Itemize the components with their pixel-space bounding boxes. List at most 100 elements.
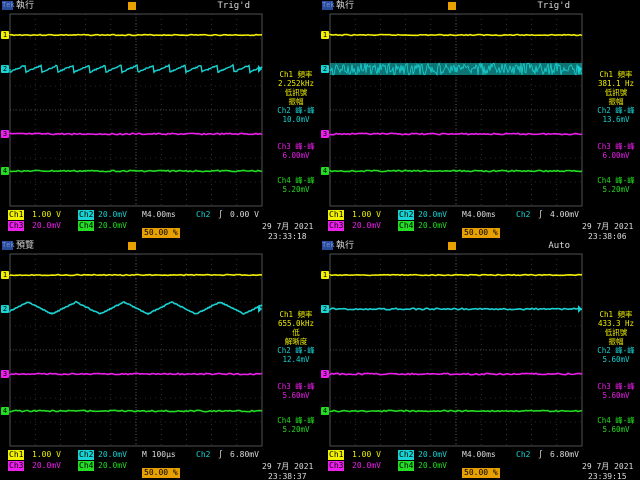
acquisition-mode: 執行 bbox=[16, 1, 35, 11]
measurement-note: 低訊號 bbox=[284, 88, 308, 97]
scope-top-bar: Tek 預覽 bbox=[0, 240, 320, 252]
trigger-level: 0.00 V bbox=[230, 210, 259, 219]
measurement-label: Ch2 峰-峰 bbox=[277, 106, 315, 115]
ch2-label: Ch2 bbox=[78, 450, 95, 460]
graticule bbox=[9, 13, 263, 207]
measurement-label: Ch3 峰-峰 bbox=[597, 382, 635, 391]
measurement-note: 低 bbox=[292, 328, 300, 337]
measurement-label: Ch1 頻率 bbox=[279, 70, 313, 79]
ch1-label: Ch1 bbox=[8, 450, 25, 460]
trigger-source: Ch2 bbox=[196, 450, 211, 459]
ch1-scale: 1.00 V bbox=[352, 450, 381, 459]
ch3-ground-marker: 3 bbox=[1, 130, 9, 138]
graticule bbox=[329, 253, 583, 447]
ch2-measurement: Ch2 峰-峰 12.4mV bbox=[272, 346, 320, 364]
ch1-trace bbox=[329, 273, 583, 277]
scope-panel: Tek 執行 Trig'd 1 2 3 4 Ch1 頻率 381.1 Hz 低訊… bbox=[320, 0, 640, 240]
acquisition-mode: 執行 bbox=[336, 241, 355, 251]
ch1-measurement: Ch1 頻率 655.0kHz 低 解晰度 bbox=[272, 310, 320, 346]
timebase: M4.00ms bbox=[462, 450, 496, 459]
ch2-label: Ch2 bbox=[78, 210, 95, 220]
acquisition-mode: 預覽 bbox=[16, 241, 35, 251]
trigger-level: 4.00mV bbox=[550, 210, 579, 219]
trigger-position-marker bbox=[128, 2, 136, 10]
ch3-scale: 20.0mV bbox=[352, 461, 381, 470]
ch4-ground-marker: 4 bbox=[1, 167, 9, 175]
trigger-slope-icon: ∫ bbox=[218, 210, 223, 219]
measurement-label: Ch3 峰-峰 bbox=[597, 142, 635, 151]
ch3-trace bbox=[329, 372, 583, 376]
measurement-label: Ch2 峰-峰 bbox=[277, 346, 315, 355]
measurement-value: 6.00mV bbox=[282, 151, 310, 160]
ch2-measurement: Ch2 峰-峰 13.6mV bbox=[592, 106, 640, 124]
ch4-scale: 20.0mV bbox=[98, 461, 127, 470]
measurement-label: Ch1 頻率 bbox=[599, 310, 633, 319]
ch4-trace bbox=[329, 169, 583, 173]
ch3-scale: 20.0mV bbox=[352, 221, 381, 230]
measurement-value: 10.0mV bbox=[282, 115, 310, 124]
acquisition-mode: 執行 bbox=[336, 1, 355, 11]
ch1-trace bbox=[329, 33, 583, 37]
ch2-label: Ch2 bbox=[398, 210, 415, 220]
measurement-note: 振幅 bbox=[608, 337, 624, 346]
tek-logo: Tek bbox=[322, 1, 335, 10]
graticule bbox=[329, 13, 583, 207]
measurement-label: Ch2 峰-峰 bbox=[597, 346, 635, 355]
ch2-scale: 20.0mV bbox=[98, 450, 127, 459]
measurement-note: 解晰度 bbox=[284, 337, 308, 346]
ch2-noise bbox=[329, 61, 583, 76]
trigger-source: Ch2 bbox=[516, 210, 531, 219]
trigger-source: Ch2 bbox=[516, 450, 531, 459]
status-bar: Ch1 1.00 V Ch2 20.0mV M4.00ms Ch2 ∫ 6.80… bbox=[320, 448, 640, 480]
ch1-label: Ch1 bbox=[328, 450, 345, 460]
ch1-ground-marker: 1 bbox=[321, 271, 329, 279]
measurement-label: Ch1 頻率 bbox=[599, 70, 633, 79]
ch4-label: Ch4 bbox=[78, 221, 95, 231]
trigger-level-arrow-icon bbox=[578, 65, 582, 73]
measurement-value: 6.00mV bbox=[602, 151, 630, 160]
trigger-slope-icon: ∫ bbox=[218, 450, 223, 459]
ch2-ground-marker: 2 bbox=[321, 65, 329, 73]
time: 23:38:37 bbox=[268, 472, 307, 480]
status-bar: Ch1 1.00 V Ch2 20.0mV M4.00ms Ch2 ∫ 0.00… bbox=[0, 208, 320, 240]
measurement-note: 低訊號 bbox=[604, 328, 628, 337]
ch3-ground-marker: 3 bbox=[1, 370, 9, 378]
measurement-value: 433.3 Hz bbox=[597, 319, 635, 328]
timebase: M4.00ms bbox=[462, 210, 496, 219]
ch2-trace bbox=[329, 307, 583, 311]
time: 23:33:18 bbox=[268, 232, 307, 240]
time: 23:39:15 bbox=[588, 472, 627, 480]
ch3-measurement: Ch3 峰-峰 6.00mV bbox=[272, 142, 320, 160]
measurement-label: Ch4 峰-峰 bbox=[597, 416, 635, 425]
ch4-ground-marker: 4 bbox=[321, 407, 329, 415]
measurement-value: 5.60mV bbox=[602, 355, 630, 364]
ch3-ground-marker: 3 bbox=[321, 370, 329, 378]
ch2-ground-marker: 2 bbox=[321, 305, 329, 313]
ch2-scale: 20.0mV bbox=[418, 210, 447, 219]
trigger-position-marker bbox=[128, 242, 136, 250]
measurement-value: 5.20mV bbox=[282, 185, 310, 194]
ch3-trace bbox=[9, 132, 263, 136]
ch4-label: Ch4 bbox=[398, 221, 415, 231]
measurement-note: 低訊號 bbox=[604, 88, 628, 97]
status-bar: Ch1 1.00 V Ch2 20.0mV M4.00ms Ch2 ∫ 4.00… bbox=[320, 208, 640, 240]
ch2-scale: 20.0mV bbox=[98, 210, 127, 219]
ch4-measurement: Ch4 峰-峰 5.20mV bbox=[272, 416, 320, 434]
date: 29 7月 2021 bbox=[262, 462, 314, 471]
ch4-scale: 20.0mV bbox=[98, 221, 127, 230]
ch4-ground-marker: 4 bbox=[1, 407, 9, 415]
trigger-slope-icon: ∫ bbox=[538, 450, 543, 459]
measurement-label: Ch4 峰-峰 bbox=[277, 176, 315, 185]
ch3-label: Ch3 bbox=[328, 461, 345, 471]
trigger-source: Ch2 bbox=[196, 210, 211, 219]
trigger-position: 50.00 % bbox=[462, 228, 500, 238]
tek-logo: Tek bbox=[2, 1, 15, 10]
scope-panel: Tek 執行 Trig'd 1 2 3 4 Ch1 頻率 2.252kHz 低訊… bbox=[0, 0, 320, 240]
measurement-value: 13.6mV bbox=[602, 115, 630, 124]
ch3-measurement: Ch3 峰-峰 6.00mV bbox=[592, 142, 640, 160]
scope-top-bar: Tek 執行 Trig'd bbox=[0, 0, 320, 12]
measurement-label: Ch3 峰-峰 bbox=[277, 382, 315, 391]
measurement-label: Ch4 峰-峰 bbox=[597, 176, 635, 185]
trigger-position-marker bbox=[448, 2, 456, 10]
trigger-level-arrow-icon bbox=[258, 65, 262, 73]
